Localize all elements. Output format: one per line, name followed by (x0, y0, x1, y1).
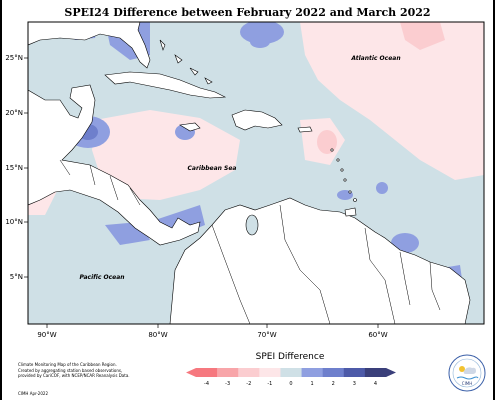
colorbar-tick-label: -3 (225, 381, 230, 387)
colorbar-segment (259, 368, 281, 377)
longitude-axis: 90°W 80°W 70°W 60°W (37, 324, 388, 339)
colorbar-tick-label: -2 (246, 381, 251, 387)
colorbar-segment (301, 368, 323, 377)
land-masses (28, 22, 471, 324)
map-border (27, 21, 485, 325)
caribbean-sea-label: Caribbean Sea (188, 165, 237, 172)
colorbar-tick-label: 2 (332, 381, 335, 387)
legend-title: SPEI Difference (255, 352, 325, 362)
colorbar-arrow-high (386, 368, 396, 377)
lat-tick-label: 5°N (10, 273, 23, 281)
map-title: SPEI24 Difference between February 2022 … (64, 6, 431, 19)
latitude-axis: 25°N 20°N 15°N 10°N 5°N (5, 54, 28, 281)
colorbar-segment (238, 368, 260, 377)
slight-dry-regions (28, 22, 484, 215)
colorbar-segment (196, 368, 218, 377)
colorbar-segment (322, 368, 345, 377)
lon-tick-label: 80°W (148, 331, 167, 339)
lat-tick-label: 15°N (5, 164, 23, 172)
colorbar-segment (343, 368, 366, 377)
lon-tick-label: 90°W (37, 331, 56, 339)
credit-date: CIMH Apr-2022 (18, 391, 48, 396)
colorbar-tick-label: 1 (311, 381, 314, 387)
credit-line: provided by CariCOF, with NCEP/NCAR Rean… (18, 373, 130, 378)
lat-tick-label: 20°N (5, 109, 23, 117)
lon-tick-label: 70°W (257, 331, 276, 339)
cimh-logo: CIMH (448, 354, 486, 392)
colorbar-tick-label: -4 (204, 381, 209, 387)
colorbar-segment (364, 368, 387, 377)
lat-tick-label: 25°N (5, 54, 23, 62)
credit-line: Created by aggregating station based obs… (18, 367, 123, 373)
logo-text: CIMH (462, 381, 472, 386)
sun-icon (459, 366, 465, 372)
pacific-ocean-label: Pacific Ocean (79, 274, 124, 281)
wave-icon (456, 376, 479, 380)
atlantic-ocean-label: Atlantic Ocean (350, 55, 400, 62)
colorbar-tick-label: 4 (374, 381, 377, 387)
credit-line: Climate Monitoring Map of the Caribbean … (18, 362, 117, 367)
cloud-icon (463, 367, 476, 374)
colorbar-arrow-low (186, 368, 196, 377)
country-borders (59, 159, 441, 324)
colorbar-segment (217, 368, 239, 377)
colorbar-tick-label: -1 (267, 381, 272, 387)
credit-text: Climate Monitoring Map of the Caribbean … (18, 362, 178, 379)
colorbar-tick-label: 0 (289, 381, 292, 387)
legend-colorbar: -4 -3 -2 -1 0 1 2 3 4 (186, 368, 396, 387)
lat-tick-label: 10°N (5, 218, 23, 226)
lon-tick-label: 60°W (368, 331, 387, 339)
lake-maracaibo (245, 214, 259, 236)
colorbar-segment (280, 368, 302, 377)
colorbar-tick-label: 3 (353, 381, 356, 387)
